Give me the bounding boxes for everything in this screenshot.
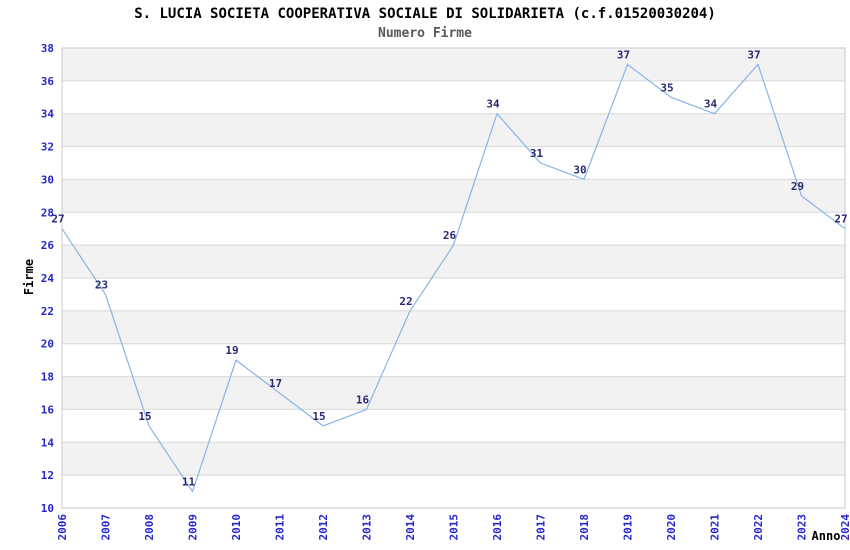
point-label: 37 bbox=[617, 48, 630, 61]
y-tick-label: 26 bbox=[41, 239, 55, 252]
y-tick-label: 32 bbox=[41, 141, 54, 154]
point-label: 35 bbox=[660, 81, 673, 94]
x-tick-label: 2014 bbox=[404, 514, 417, 541]
point-label: 27 bbox=[51, 213, 64, 226]
point-label: 30 bbox=[573, 163, 586, 176]
x-tick-label: 2013 bbox=[361, 514, 374, 541]
point-label: 22 bbox=[399, 295, 412, 308]
point-label: 19 bbox=[225, 344, 238, 357]
y-tick-label: 22 bbox=[41, 305, 54, 318]
y-tick-label: 10 bbox=[41, 502, 54, 515]
x-tick-label: 2015 bbox=[448, 514, 461, 541]
x-tick-label: 2018 bbox=[578, 514, 591, 541]
point-label: 26 bbox=[443, 229, 457, 242]
x-tick-label: 2011 bbox=[274, 514, 287, 541]
x-tick-labels: 2006 2007 2008 2009 2010 2011 2012 2013 2014 2015… bbox=[56, 514, 850, 541]
x-tick-label: 2016 bbox=[491, 514, 504, 541]
x-tick-label: 2007 bbox=[100, 514, 113, 541]
y-tick-label: 24 bbox=[41, 272, 55, 285]
y-tick-label: 34 bbox=[41, 108, 55, 121]
point-label: 23 bbox=[95, 278, 108, 291]
x-tick-label: 2006 bbox=[56, 514, 69, 541]
gridlines bbox=[62, 80, 845, 476]
y-tick-label: 36 bbox=[41, 75, 55, 88]
point-label: 34 bbox=[704, 98, 718, 111]
data-line bbox=[61, 63, 846, 493]
x-axis-label: Anno bbox=[811, 529, 841, 543]
y-tick-label: 12 bbox=[41, 469, 54, 482]
x-tick-label: 2021 bbox=[709, 514, 722, 541]
x-tick-label: 2009 bbox=[187, 514, 200, 541]
x-tick-label: 2024 bbox=[839, 514, 850, 541]
point-label: 31 bbox=[530, 147, 544, 160]
y-tick-label: 14 bbox=[41, 436, 55, 449]
x-tick-label: 2019 bbox=[622, 514, 635, 541]
point-label: 37 bbox=[747, 48, 760, 61]
x-tick-label: 2023 bbox=[796, 514, 809, 541]
x-tick-label: 2022 bbox=[752, 514, 765, 541]
point-labels: 27 23 15 11 19 17 15 16 22 26 34 31 30 37 35 34 37 29 27 bbox=[51, 48, 847, 488]
y-tick-label: 30 bbox=[41, 173, 54, 186]
grid-bands bbox=[62, 48, 845, 476]
point-label: 34 bbox=[486, 98, 500, 111]
y-tick-label: 20 bbox=[41, 338, 54, 351]
point-label: 27 bbox=[834, 213, 847, 226]
x-tick-label: 2008 bbox=[143, 514, 156, 541]
x-tick-label: 2017 bbox=[535, 514, 548, 541]
y-tick-labels: 10 12 14 16 18 20 22 24 26 28 30 32 34 36 38 bbox=[41, 42, 55, 515]
point-label: 11 bbox=[182, 476, 196, 489]
x-tick-label: 2020 bbox=[665, 514, 678, 541]
y-tick-label: 38 bbox=[41, 42, 54, 55]
x-tick-label: 2012 bbox=[317, 514, 330, 541]
chart-title: S. LUCIA SOCIETA COOPERATIVA SOCIALE DI … bbox=[134, 6, 716, 22]
point-label: 17 bbox=[269, 377, 282, 390]
point-label: 29 bbox=[791, 180, 804, 193]
y-axis-label: Firme bbox=[22, 258, 36, 296]
point-label: 15 bbox=[312, 410, 325, 423]
point-label: 16 bbox=[356, 393, 370, 406]
y-tick-label: 28 bbox=[41, 206, 54, 219]
plot-border bbox=[61, 47, 846, 509]
point-label: 15 bbox=[138, 410, 151, 423]
y-tick-label: 18 bbox=[41, 371, 54, 384]
x-tick-label: 2010 bbox=[230, 514, 243, 541]
chart-subtitle: Numero Firme bbox=[378, 26, 472, 41]
y-tick-label: 16 bbox=[41, 403, 55, 416]
